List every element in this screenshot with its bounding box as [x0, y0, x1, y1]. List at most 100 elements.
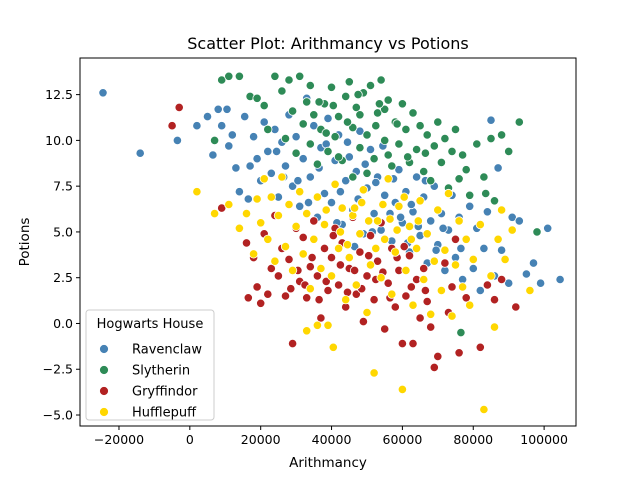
slytherin-point: [330, 132, 340, 142]
gryffindor-point: [422, 296, 432, 307]
hufflepuff-legend-marker: [99, 407, 109, 417]
hufflepuff-point: [330, 179, 340, 189]
ravenclaw-point: [271, 146, 282, 156]
ravenclaw-point: [222, 104, 232, 114]
hufflepuff-point: [249, 249, 259, 259]
hufflepuff-point: [316, 263, 326, 274]
slytherin-point: [415, 121, 425, 131]
ravenclaw-point: [298, 154, 308, 164]
chart-title: Scatter Plot: Arithmancy vs Potions: [187, 34, 468, 53]
gryffindor-point: [273, 271, 283, 281]
slytherin-point: [514, 117, 524, 127]
gryffindor-point: [316, 313, 326, 323]
ravenclaw-point: [535, 278, 546, 288]
ravenclaw-point: [217, 121, 227, 131]
gryffindor-point: [390, 302, 400, 312]
ravenclaw-point: [380, 190, 390, 200]
slytherin-point: [481, 188, 491, 199]
gryffindor-point: [372, 256, 383, 266]
slytherin-point: [387, 161, 397, 171]
hufflepuff-point: [369, 368, 379, 378]
slytherin-point: [284, 75, 294, 85]
x-tick-label: 80000: [453, 432, 493, 447]
y-tick-label: −2.5: [43, 362, 73, 377]
ravenclaw-point: [224, 141, 234, 151]
hufflepuff-point: [454, 216, 464, 226]
ravenclaw-point: [266, 168, 276, 178]
hufflepuff-point: [287, 265, 298, 275]
ravenclaw-point: [295, 201, 305, 211]
ravenclaw-point: [355, 126, 365, 136]
gryffindor-point: [286, 284, 296, 294]
y-axis: −5.0 −2.5 0.0 2.5 5.0 7.5 10.0 12.5: [43, 87, 80, 423]
slytherin-point: [486, 134, 496, 144]
gryffindor-point: [440, 258, 450, 268]
hufflepuff-point: [192, 187, 202, 197]
slytherin-point: [426, 176, 436, 186]
hufflepuff-point: [486, 271, 496, 281]
slytherin-point: [314, 97, 324, 107]
x-tick-label: 20000: [241, 432, 281, 447]
y-tick-label: 10.0: [45, 133, 73, 148]
ravenclaw-point: [321, 139, 331, 149]
hufflepuff-point: [365, 260, 376, 270]
slytherin-point: [270, 71, 280, 81]
x-tick-label: 0: [186, 432, 194, 447]
slytherin-point: [344, 77, 354, 87]
hufflepuff-point: [465, 300, 475, 310]
hufflepuff-point: [326, 271, 337, 281]
ravenclaw-point: [465, 201, 475, 211]
hufflepuff-point: [461, 234, 471, 244]
slytherin-point: [351, 102, 361, 113]
hufflepuff-point: [323, 320, 333, 330]
gryffindor-point: [321, 276, 331, 286]
hufflepuff-point: [224, 199, 234, 210]
gryffindor-point: [433, 351, 443, 361]
ravenclaw-point: [305, 172, 315, 182]
hufflepuff-point: [234, 223, 244, 233]
slytherin-point: [454, 174, 464, 184]
hufflepuff-point: [408, 300, 418, 310]
slytherin-point: [403, 152, 413, 162]
hufflepuff-point: [404, 221, 415, 231]
slytherin-point: [383, 150, 393, 160]
slytherin-point: [401, 124, 411, 134]
slytherin-point: [456, 327, 466, 338]
slytherin-point: [291, 148, 301, 158]
slytherin-point: [252, 93, 262, 103]
slytherin-point: [436, 157, 446, 167]
gryffindor-point: [450, 234, 461, 244]
slytherin-point: [210, 135, 220, 145]
hufflepuff-point: [390, 247, 400, 257]
gryffindor-point: [399, 242, 409, 252]
gryffindor-point: [475, 342, 485, 352]
hufflepuff-point: [321, 205, 331, 215]
gryffindor-point: [426, 322, 436, 332]
gryffindor-point: [256, 298, 266, 308]
ravenclaw-point: [496, 245, 507, 255]
ravenclaw-point: [438, 223, 448, 233]
slytherin-point: [323, 146, 333, 156]
ravenclaw-point: [493, 163, 503, 173]
gryffindor-point: [298, 232, 308, 242]
slytherin-point: [277, 86, 287, 96]
slytherin-point: [295, 71, 305, 81]
y-tick-label: 5.0: [53, 224, 73, 239]
hufflepuff-point: [426, 309, 436, 319]
y-tick-label: 2.5: [53, 270, 73, 285]
hufflepuff-point: [443, 188, 454, 199]
ravenclaw-point: [135, 148, 145, 158]
ravenclaw-point: [323, 113, 333, 124]
slytherin-point: [224, 71, 234, 81]
hufflepuff-point: [337, 203, 347, 213]
gryffindor-point: [323, 285, 333, 296]
gryffindor-point: [287, 338, 298, 349]
ravenclaw-point: [249, 132, 259, 142]
x-tick-label: −20000: [94, 432, 144, 447]
legend: Hogwarts House Ravenclaw Slytherin Gryffin…: [85, 309, 215, 421]
ravenclaw-point: [287, 181, 298, 191]
gryffindor-point: [309, 216, 319, 226]
hufflepuff-point: [210, 209, 220, 219]
hufflepuff-point: [328, 342, 338, 352]
